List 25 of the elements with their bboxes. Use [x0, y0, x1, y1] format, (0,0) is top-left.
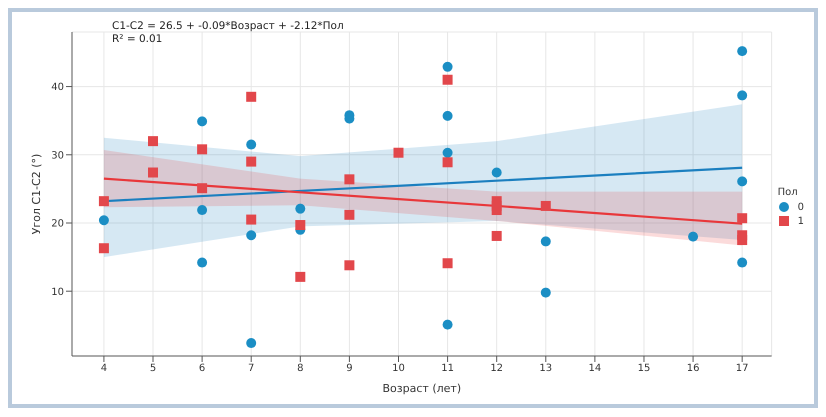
x-tick-label: 7	[248, 363, 254, 374]
legend-title: Пол	[778, 187, 799, 198]
x-tick-label: 17	[736, 363, 749, 374]
y-axis-title: Угол C1-C2 (°)	[30, 154, 43, 234]
x-axis-title: Возраст (лет)	[382, 382, 462, 395]
legend-label: 0	[798, 202, 804, 212]
x-tick-label: 13	[539, 363, 552, 374]
y-tick-label: 10	[51, 286, 64, 298]
x-tick-label: 8	[297, 363, 304, 374]
x-tick-label: 10	[392, 363, 405, 374]
annotation: R² = 0.01	[112, 33, 164, 46]
x-tick-label: 16	[686, 363, 700, 374]
x-tick-label: 5	[150, 363, 156, 374]
x-tick-label: 4	[100, 363, 108, 374]
text: C1-C2 = 26.5 + -0.09*Возраст + -2.12*Пол	[112, 20, 344, 33]
y-tick-label: 30	[51, 150, 64, 162]
y-tick-label: 40	[51, 82, 64, 94]
x-tick-label: 6	[198, 363, 206, 374]
x-tick-label: 12	[490, 363, 504, 374]
x-tick-label: 11	[441, 363, 454, 374]
x-tick-label: 9	[346, 363, 353, 374]
legend-label: 1	[798, 216, 804, 226]
x-tick-label: 14	[588, 363, 602, 374]
y-tick-label: 20	[51, 218, 64, 230]
x-tick-label: 15	[638, 363, 650, 374]
